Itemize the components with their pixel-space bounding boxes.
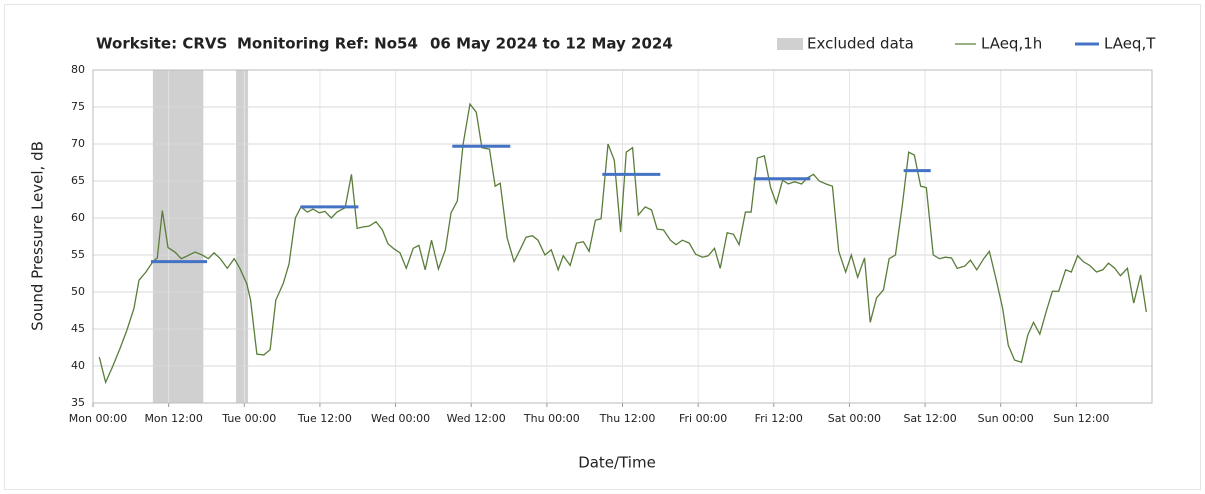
legend-label: LAeq,1h: [981, 35, 1042, 53]
x-tick-label: Fri 00:00: [679, 412, 727, 425]
title-dates: 06 May 2024 to 12 May 2024: [430, 35, 673, 53]
x-tick-label: Fri 12:00: [755, 412, 803, 425]
title-ref: Monitoring Ref: No54: [237, 35, 418, 53]
x-tick-label: Sun 12:00: [1053, 412, 1109, 425]
legend-swatch: [777, 38, 803, 50]
x-tick-label: Sat 12:00: [903, 412, 956, 425]
y-tick-label: 70: [71, 137, 85, 150]
excluded-span: [236, 70, 249, 403]
title-worksite: Worksite: CRVS: [96, 35, 227, 53]
y-axis-label: Sound Pressure Level, dB: [29, 141, 47, 331]
x-tick-label: Wed 00:00: [371, 412, 430, 425]
y-tick-label: 40: [71, 359, 85, 372]
laeq-1h-line: [98, 102, 1147, 385]
y-tick-label: 55: [71, 248, 85, 261]
y-tick-label: 75: [71, 100, 85, 113]
legend-label: LAeq,T: [1104, 35, 1156, 53]
x-tick-label: Thu 00:00: [523, 412, 580, 425]
y-tick-label: 35: [71, 396, 85, 409]
y-tick-label: 65: [71, 174, 85, 187]
x-tick-label: Sun 00:00: [978, 412, 1034, 425]
y-tick-label: 80: [71, 63, 85, 76]
x-tick-label: Mon 00:00: [69, 412, 127, 425]
excluded-span: [152, 70, 204, 403]
legend-label: Excluded data: [807, 35, 914, 53]
x-tick-label: Mon 12:00: [144, 412, 202, 425]
x-axis-label: Date/Time: [578, 454, 656, 472]
x-tick-label: Tue 12:00: [297, 412, 352, 425]
x-tick-label: Thu 12:00: [599, 412, 656, 425]
y-tick-label: 45: [71, 322, 85, 335]
plot-border: [92, 69, 1153, 404]
y-tick-label: 60: [71, 211, 85, 224]
x-tick-label: Sat 00:00: [828, 412, 881, 425]
x-tick-label: Wed 12:00: [447, 412, 506, 425]
y-tick-label: 50: [71, 285, 85, 298]
x-tick-label: Tue 00:00: [221, 412, 276, 425]
